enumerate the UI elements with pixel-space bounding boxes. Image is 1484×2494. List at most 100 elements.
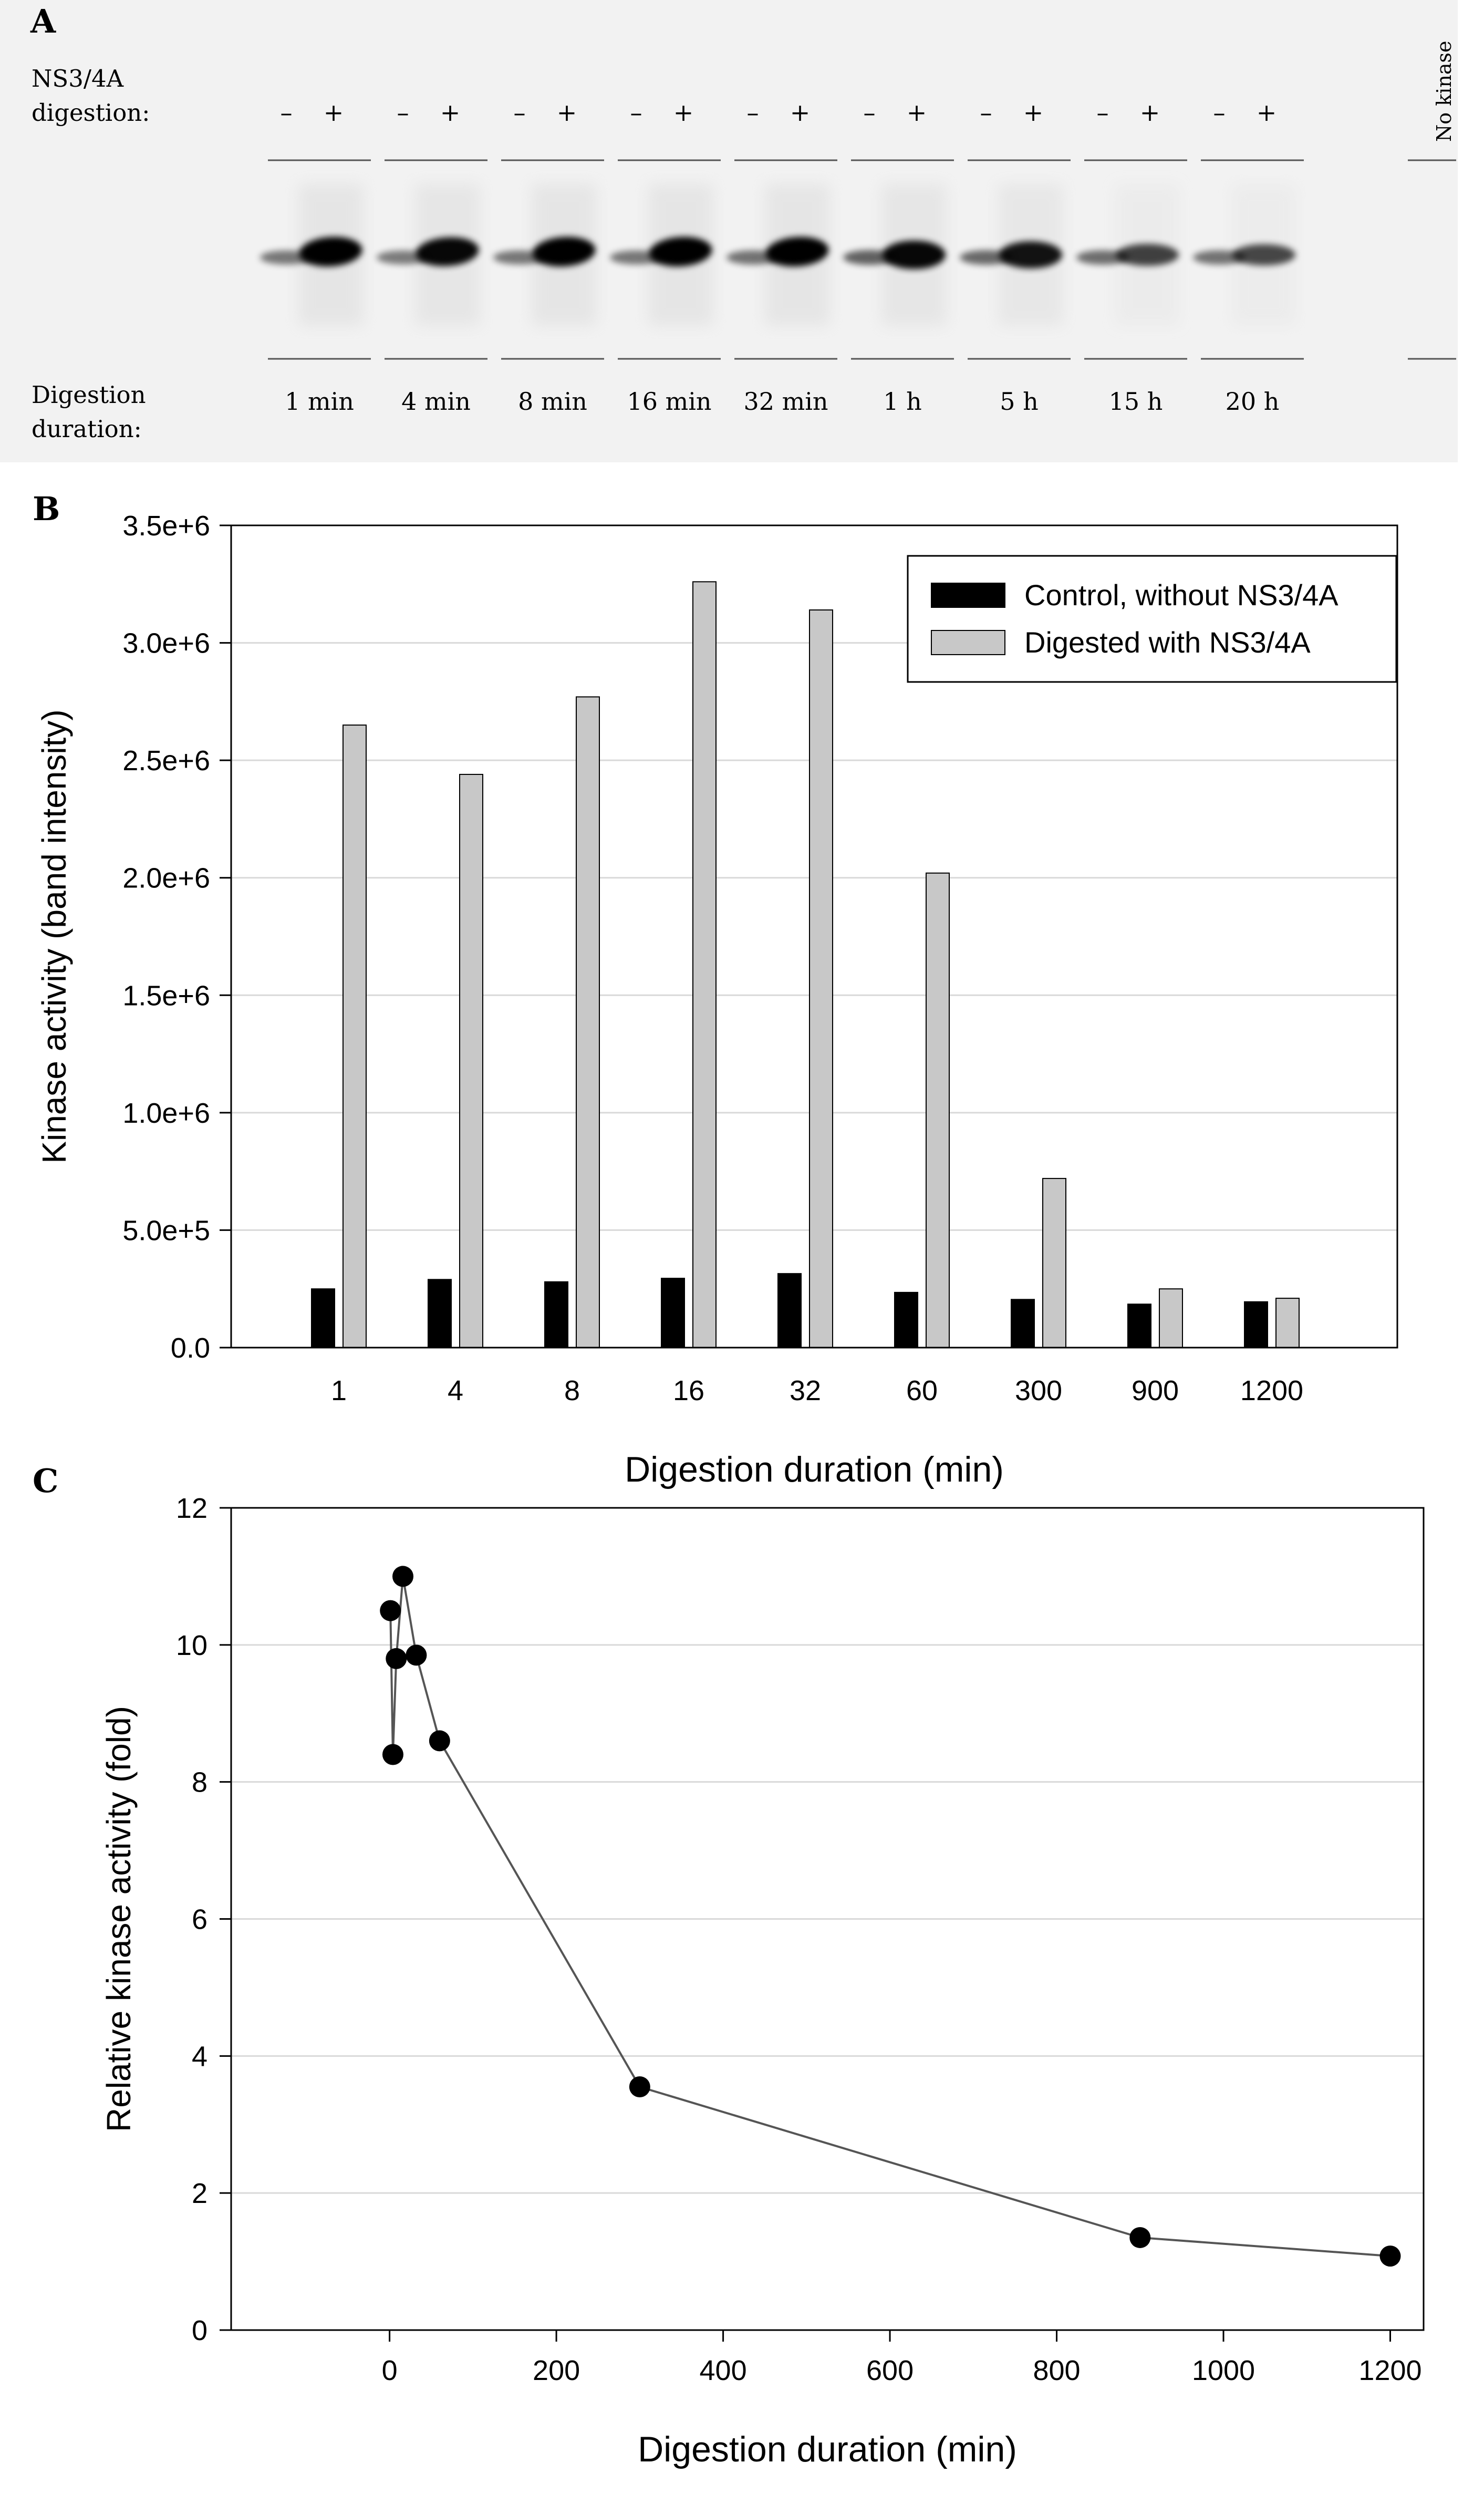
panel-b-label: B [33, 490, 60, 528]
line-chart-ticks: 0 2 4 6 8 10 12 0 200 400 600 800 1000 1200 [176, 1493, 1422, 2386]
bar-control [1127, 1303, 1151, 1348]
bar-control [1011, 1299, 1035, 1348]
panel-a-gel: A NS3/4A digestion: Digestion duration: … [0, 0, 1458, 462]
panel-a-label: A [30, 2, 56, 40]
lane-duration-label: 8 min [518, 387, 587, 416]
lane-duration-label: 15 h [1109, 387, 1163, 416]
line-chart-data-point [406, 1644, 427, 1666]
bar-digested [343, 725, 367, 1348]
gel-background [0, 0, 1458, 462]
line-chart-data-point [1379, 2245, 1401, 2267]
bar-chart-x-tick-label: 1200 [1240, 1375, 1303, 1406]
line-chart-series-line [389, 1576, 1390, 2258]
ns34a-minus-symbol: – [747, 98, 759, 127]
bar-chart-y-tick-label: 0.0 [171, 1332, 210, 1364]
line-chart-y-tick-label: 2 [192, 2178, 207, 2209]
gel-band-without-ns34a [960, 250, 1012, 265]
line-chart-data-point [629, 2076, 650, 2098]
ns34a-minus-symbol: – [281, 98, 293, 127]
bar-chart-x-tick-label: 60 [906, 1375, 938, 1406]
bar-digested [576, 696, 600, 1348]
bar-digested [1042, 1178, 1066, 1348]
bar-control [1244, 1301, 1268, 1348]
legend-label-control: Control, without NS3/4A [1024, 578, 1338, 612]
gel-band-without-ns34a [843, 250, 896, 265]
ns34a-plus-symbol: + [907, 98, 927, 127]
ns34a-plus-symbol: + [673, 98, 694, 127]
bar-chart-x-tick-label: 1 [331, 1375, 347, 1406]
bar-chart-x-tick-label: 300 [1015, 1375, 1062, 1406]
bar-digested [459, 773, 483, 1348]
ns34a-plus-symbol: + [324, 98, 344, 127]
line-chart-y-tick-label: 12 [176, 1493, 207, 1524]
bar-chart-y-tick-label: 3.5e+6 [122, 510, 210, 542]
ns34a-plus-symbol: + [1140, 98, 1160, 127]
bar-digested [692, 581, 717, 1348]
line-chart-data-point [382, 1744, 403, 1765]
ns34a-minus-symbol: – [1097, 98, 1109, 127]
line-chart-x-tick-label: 200 [533, 2355, 580, 2386]
row2-label-line2: duration: [32, 415, 142, 443]
lane-duration-label: 32 min [743, 387, 828, 416]
gel-band-with-ns34a [1232, 244, 1295, 266]
legend-swatch-digested [931, 630, 1005, 655]
lane-duration-label: 1 h [883, 387, 922, 416]
bar-control [661, 1278, 685, 1348]
ns34a-minus-symbol: – [1213, 98, 1226, 127]
line-chart-data-point [386, 1648, 407, 1669]
ns34a-minus-symbol: – [864, 98, 876, 127]
ns34a-minus-symbol: – [514, 98, 526, 127]
row2-label-line1: Digestion [32, 381, 146, 409]
bar-chart-x-tick-label: 8 [564, 1375, 580, 1406]
bar-chart-frame [230, 524, 1398, 1349]
gel-band-without-ns34a [1193, 250, 1246, 265]
gel-band-with-ns34a [532, 236, 596, 267]
ns34a-plus-symbol: + [557, 98, 577, 127]
ns34a-minus-symbol: – [980, 98, 992, 127]
line-chart-data-point [429, 1730, 450, 1752]
bar-chart-y-tick-label: 2.0e+6 [122, 863, 210, 894]
bar-chart-y-tick-label: 1.5e+6 [122, 980, 210, 1011]
panel-c-label: C [33, 1462, 58, 1500]
gel-band-without-ns34a [1076, 250, 1129, 265]
line-chart-x-tick-label: 400 [700, 2355, 747, 2386]
bar-chart-x-tick-label: 32 [790, 1375, 821, 1406]
lane-duration-label: 16 min [627, 387, 711, 416]
line-chart-x-tick-label: 800 [1033, 2355, 1080, 2386]
line-chart-data-point [380, 1600, 401, 1621]
bar-control [894, 1291, 918, 1348]
bar-chart-y-tick-label: 3.0e+6 [122, 628, 210, 659]
bar-digested [926, 872, 950, 1349]
bar-chart-legend: Control, without NS3/4A Digested with NS… [907, 555, 1397, 683]
gel-band-with-ns34a [999, 241, 1062, 268]
line-chart-y-tick-label: 6 [192, 1904, 207, 1936]
line-chart-x-axis-label: Digestion duration (min) [638, 2429, 1017, 2469]
bar-chart-x-tick-label: 16 [673, 1375, 704, 1406]
gel-band-with-ns34a [883, 240, 946, 270]
ns34a-minus-symbol: – [630, 98, 642, 127]
lane-duration-label: 20 h [1226, 387, 1280, 416]
gel-band-with-ns34a [1116, 244, 1179, 266]
no-kinase-label: No kinase [1433, 40, 1456, 142]
bar-digested [1159, 1288, 1183, 1349]
line-chart-points [380, 1566, 1401, 2267]
bar-chart-ticks: 0.0 5.0e+5 1.0e+6 1.5e+6 2.0e+6 2.5e+6 3.0e+6 3… [122, 510, 1303, 1406]
line-chart-x-tick-label: 0 [382, 2355, 398, 2386]
ns34a-plus-symbol: + [440, 98, 461, 127]
legend-label-digested: Digested with NS3/4A [1024, 626, 1311, 659]
panel-c-line-chart: C 0 2 4 6 8 10 12 0 200 400 600 800 1000 1200 Digesti… [33, 1462, 1425, 2469]
line-chart-x-tick-label: 1200 [1358, 2355, 1421, 2386]
gel-band-with-ns34a [765, 236, 829, 267]
bar-digested [1275, 1298, 1300, 1349]
line-chart-y-tick-label: 10 [176, 1630, 207, 1661]
panel-b-bar-chart: B 0.0 5.0e+5 1.0e+6 1.5e+6 2.0e+6 2.5e+6 3.0e+… [33, 490, 1398, 1489]
bar-digested [809, 609, 833, 1348]
lane-duration-label: 1 min [285, 387, 354, 416]
bar-control [777, 1273, 802, 1348]
bar-chart-y-tick-label: 1.0e+6 [122, 1098, 210, 1129]
gel-lanes: – +1 min – +4 min – +8 min – +16 min – +32 min – +1… [260, 98, 1456, 416]
row1-label-line2: digestion: [32, 99, 150, 127]
line-chart-gridlines [231, 1644, 1424, 2194]
ns34a-plus-symbol: + [1257, 98, 1277, 127]
